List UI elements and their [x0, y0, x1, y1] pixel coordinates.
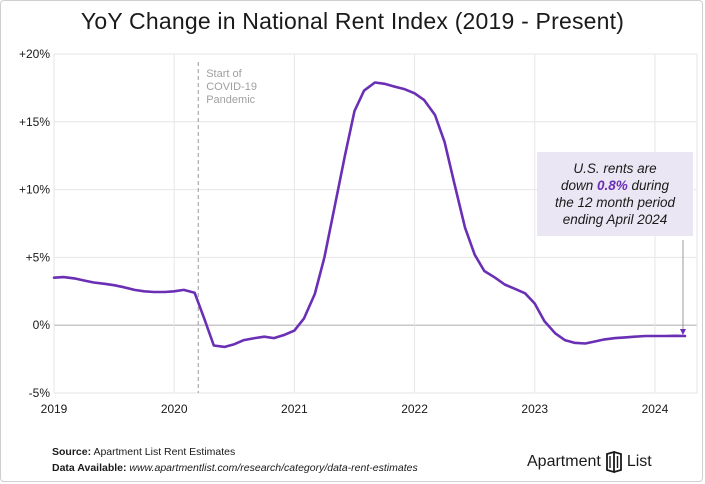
x-tick-label: 2019 — [41, 402, 68, 416]
x-tick-label: 2020 — [161, 402, 188, 416]
x-axis-ticks: 2019 2020 2021 2022 2023 2024 — [41, 402, 669, 416]
apartment-list-logo: Apartment List — [527, 450, 652, 474]
building-logo-icon — [605, 451, 622, 473]
callout-text: U.S. rents are down 0.8% during the 12 m… — [537, 160, 693, 228]
logo-word-list: List — [626, 453, 652, 470]
y-tick-label: +20% — [19, 47, 50, 61]
y-tick-label: +5% — [26, 250, 51, 264]
chart-title: YoY Change in National Rent Index (2019 … — [80, 8, 625, 34]
x-tick-label: 2024 — [642, 402, 669, 416]
data-available-label: Data Available: — [52, 462, 127, 474]
x-tick-label: 2022 — [401, 402, 428, 416]
callout-arrow-head — [679, 329, 686, 336]
y-tick-label: 0% — [33, 318, 51, 332]
footer-source: Source: Apartment List Rent Estimates — [52, 446, 235, 458]
x-tick-label: 2023 — [521, 402, 548, 416]
x-tick-label: 2021 — [281, 402, 308, 416]
y-axis-ticks: -5% 0% +5% +10% +15% +20% — [19, 47, 50, 400]
grid-lines — [53, 53, 698, 394]
callout-line3: the 12 month period — [554, 195, 676, 210]
y-tick-label: +15% — [19, 115, 50, 129]
data-available-url: www.apartmentlist.com/research/category/… — [129, 462, 418, 474]
source-label: Source: — [52, 446, 92, 458]
callout-box — [537, 152, 693, 236]
callout-line2b: during — [631, 178, 670, 193]
covid-label-line3: Pandemic — [206, 94, 255, 106]
source-value: Apartment List Rent Estimates — [93, 446, 236, 458]
callout-line4: ending April 2024 — [562, 212, 668, 227]
covid-label-line1: Start of — [206, 68, 242, 80]
footer-data-available: Data Available: www.apartmentlist.com/re… — [52, 462, 418, 474]
callout-line2a: down — [560, 178, 594, 193]
series-line-rent-index — [52, 81, 687, 349]
covid-label-line2: COVID-19 — [206, 81, 257, 93]
logo-word-apartment: Apartment — [527, 453, 601, 470]
callout-highlight-value: 0.8% — [596, 178, 628, 193]
y-tick-label: +10% — [19, 183, 50, 197]
y-tick-label: -5% — [29, 386, 51, 400]
callout-line1: U.S. rents are — [573, 161, 657, 176]
